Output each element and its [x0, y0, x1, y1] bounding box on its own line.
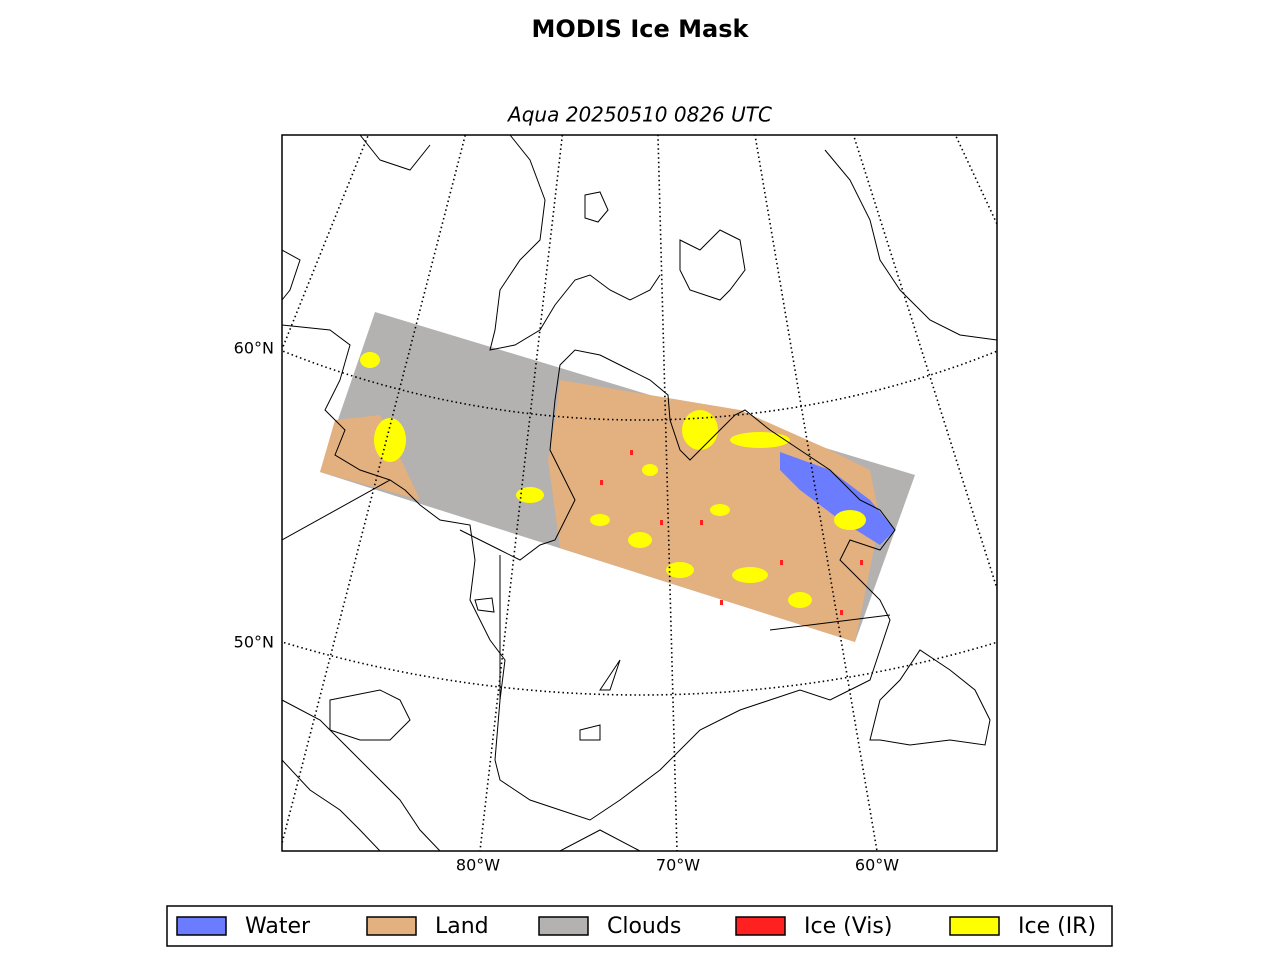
- ice-ir-patch: [682, 410, 718, 450]
- legend-swatch: [538, 916, 589, 936]
- ice-ir-patch: [360, 352, 380, 368]
- ice-vis-patch: [700, 520, 703, 525]
- parallel: [282, 640, 997, 696]
- lon-label: 80°W: [456, 856, 500, 875]
- legend-swatch: [366, 916, 417, 936]
- parallel: [282, 349, 997, 421]
- ice-ir-patch: [590, 514, 610, 526]
- ice-vis-patch: [860, 560, 863, 565]
- ice-vis-patch: [780, 560, 783, 565]
- axis-labels: 60°N 50°N 80°W 70°W 60°W: [234, 339, 900, 875]
- ice-vis-patch: [840, 610, 843, 615]
- ice-vis-patch: [600, 480, 603, 485]
- ice-ir-patch: [628, 532, 652, 548]
- ice-ir-patch: [788, 592, 812, 608]
- ice-ir-patch: [730, 432, 790, 448]
- ice-ir-patch: [666, 562, 694, 578]
- subtitle: Aqua 20250510 0826 UTC: [506, 103, 772, 127]
- legend-label: Ice (Vis): [804, 914, 892, 939]
- map-frame: [281, 134, 998, 852]
- ice-ir-patch: [834, 510, 866, 530]
- lon-label: 70°W: [656, 856, 700, 875]
- lon-label: 60°W: [855, 856, 899, 875]
- meridian: [754, 135, 878, 851]
- legend-label: Ice (IR): [1018, 914, 1096, 939]
- legend-swatch: [949, 916, 1000, 936]
- swath: [320, 312, 915, 642]
- meridian: [479, 135, 564, 851]
- meridian: [657, 135, 678, 851]
- swath-water: [780, 452, 895, 545]
- legend-label: Land: [435, 914, 489, 939]
- coastlines: [282, 135, 997, 851]
- ice-ir-patch: [642, 464, 658, 476]
- ice-vis-patch: [660, 520, 663, 525]
- title: MODIS Ice Mask: [532, 15, 750, 43]
- legend-swatch: [735, 916, 786, 936]
- ice-ir-patch: [374, 418, 406, 462]
- ice-vis-patch: [630, 450, 633, 455]
- legend-label: Water: [245, 914, 311, 939]
- legend: Water Land Clouds Ice (Vis) Ice (IR): [176, 914, 1096, 939]
- ice-ir-patch: [732, 567, 768, 583]
- ice-ir-patch: [710, 504, 730, 516]
- legend-label: Clouds: [607, 914, 681, 939]
- ice-ir-patch: [516, 487, 544, 503]
- lat-label: 50°N: [234, 633, 274, 652]
- legend-swatch: [176, 916, 227, 936]
- ice-vis-patch: [720, 600, 723, 605]
- swath-land-west: [320, 415, 420, 500]
- lat-label: 60°N: [234, 339, 274, 358]
